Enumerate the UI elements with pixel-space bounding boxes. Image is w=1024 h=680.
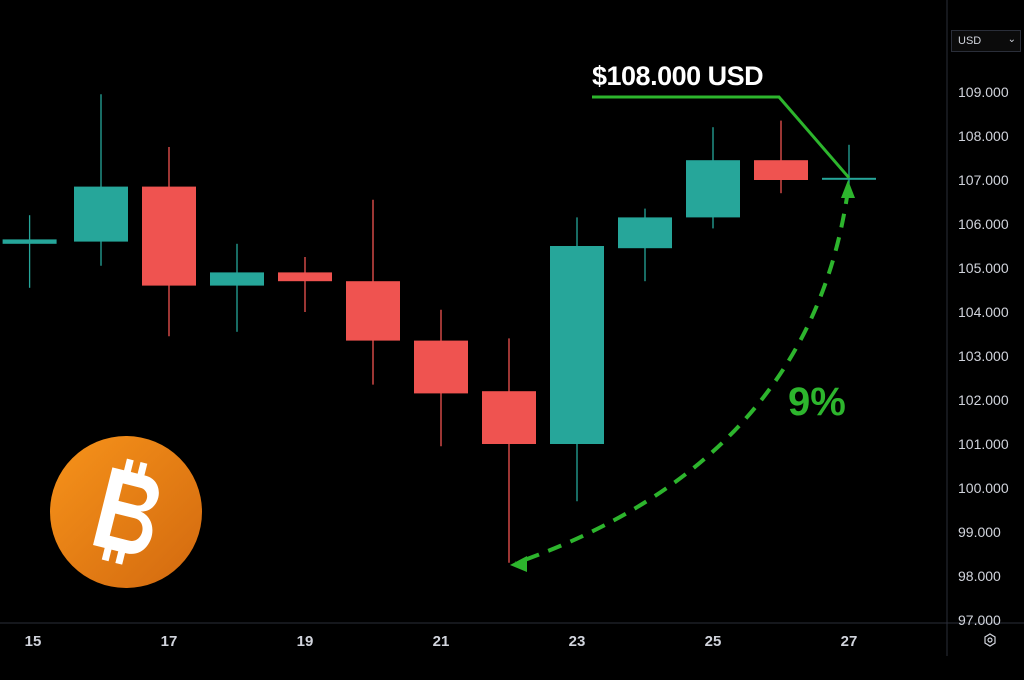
y-tick-label: 107.000 xyxy=(958,172,1009,188)
candle xyxy=(210,243,264,332)
y-tick-label: 102.000 xyxy=(958,392,1009,408)
candle-body xyxy=(414,340,468,394)
y-tick-label: 98.000 xyxy=(958,568,1001,584)
y-tick-label: 108.000 xyxy=(958,128,1009,144)
candle xyxy=(74,94,128,266)
bitcoin-logo xyxy=(50,436,202,588)
annotations xyxy=(510,95,855,572)
y-tick-label: 97.000 xyxy=(958,612,1001,628)
y-tick-label: 100.000 xyxy=(958,480,1009,496)
percent-annotation: 9% xyxy=(788,380,846,424)
candle-body xyxy=(210,272,264,286)
price-annotation: $108.000 USD xyxy=(592,61,764,91)
arrowhead-up xyxy=(841,180,855,198)
candle xyxy=(754,120,808,194)
x-tick-label: 21 xyxy=(433,633,450,650)
x-tick-label: 15 xyxy=(25,633,42,650)
candle-body xyxy=(754,160,808,180)
x-tick-label: 19 xyxy=(297,633,314,650)
y-tick-label: 106.000 xyxy=(958,216,1009,232)
y-tick-label: 99.000 xyxy=(958,524,1001,540)
candle xyxy=(142,147,196,337)
candle-body xyxy=(74,186,128,242)
candle xyxy=(414,309,468,447)
y-tick-label: 109.000 xyxy=(958,84,1009,100)
candle xyxy=(2,215,57,288)
y-tick-label: 101.000 xyxy=(958,436,1009,452)
candle xyxy=(822,144,876,185)
settings-icon[interactable] xyxy=(982,632,998,648)
percent-arc-arrow xyxy=(515,189,850,565)
candle xyxy=(686,127,740,229)
currency-label: USD xyxy=(958,35,982,47)
candles xyxy=(2,94,876,563)
candle xyxy=(346,199,400,385)
candle xyxy=(618,208,672,282)
price-pointer-line xyxy=(592,95,851,179)
x-tick-label: 25 xyxy=(705,633,722,650)
candle-body xyxy=(346,281,400,341)
currency-selector[interactable]: USD ⌄ xyxy=(951,30,1021,52)
x-tick-label: 23 xyxy=(569,633,586,650)
candle-body xyxy=(482,391,536,444)
y-tick-label: 103.000 xyxy=(958,348,1009,364)
candle-body xyxy=(550,246,604,444)
x-tick-label: 27 xyxy=(841,633,858,650)
candle-body xyxy=(278,272,332,282)
candle xyxy=(482,338,536,563)
candle-body xyxy=(142,186,196,286)
arrowhead-left xyxy=(510,556,527,572)
candle xyxy=(550,217,604,502)
chart-axes: 97.000 98.000 99.000 100.000 101.000 102.000 1… xyxy=(0,0,1024,656)
chevron-down-icon: ⌄ xyxy=(1007,34,1016,45)
y-tick-label: 105.000 xyxy=(958,260,1009,276)
candle-body xyxy=(618,217,672,249)
y-tick-label: 104.000 xyxy=(958,304,1009,320)
candle-body xyxy=(2,239,57,244)
candle-body xyxy=(686,160,740,218)
x-tick-label: 17 xyxy=(161,633,178,650)
candle-body xyxy=(822,177,876,180)
candle xyxy=(278,257,332,312)
